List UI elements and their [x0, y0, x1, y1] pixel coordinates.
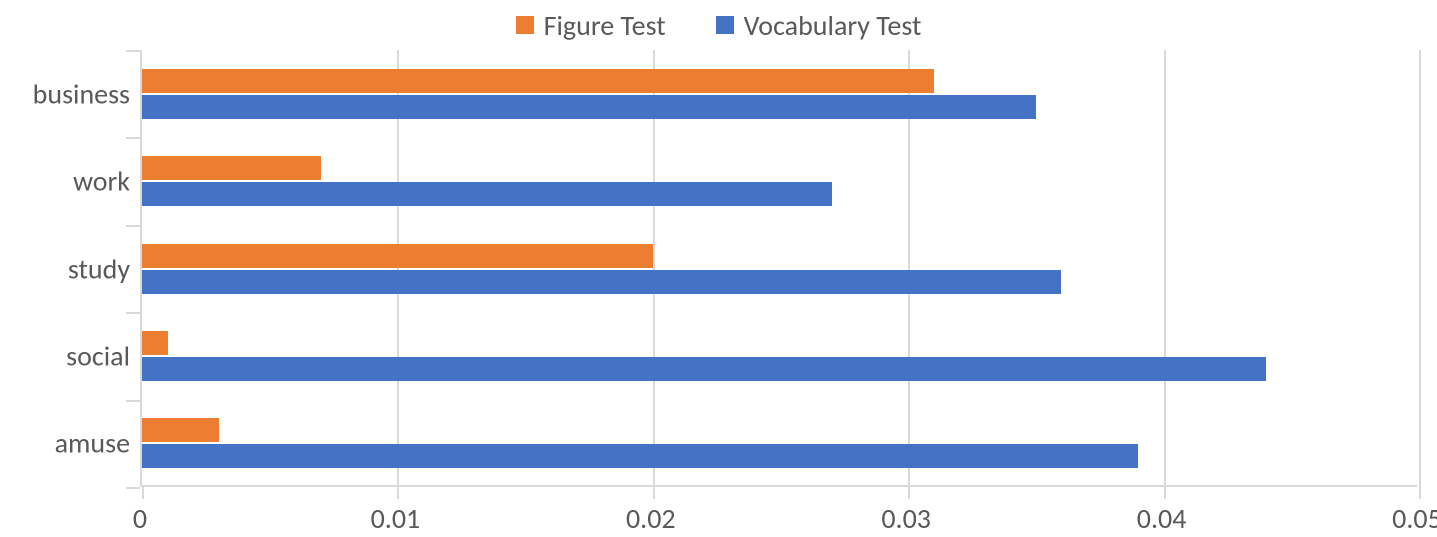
bar-vocabulary-test: [142, 95, 1036, 119]
plot-area: [140, 50, 1417, 487]
bar-vocabulary-test: [142, 444, 1138, 468]
x-axis-label: 0.02: [626, 501, 676, 536]
legend-label: Vocabulary Test: [744, 8, 922, 43]
y-axis-label: social: [0, 338, 130, 373]
legend-item-vocabulary-test: Vocabulary Test: [716, 8, 922, 43]
bar-figure-test: [142, 331, 168, 355]
x-axis-label: 0.03: [881, 501, 931, 536]
y-tick: [126, 312, 140, 314]
x-axis-label: 0.05: [1392, 501, 1437, 536]
x-tick: [1419, 485, 1421, 499]
bar-figure-test: [142, 156, 321, 180]
legend-label: Figure Test: [544, 8, 666, 43]
y-axis-label: amuse: [0, 426, 130, 461]
bar-vocabulary-test: [142, 270, 1061, 294]
x-axis-label: 0: [133, 501, 147, 536]
y-axis-label: study: [0, 251, 130, 286]
x-tick: [1164, 485, 1166, 499]
x-tick: [653, 485, 655, 499]
legend: Figure Test Vocabulary Test: [0, 0, 1437, 50]
legend-item-figure-test: Figure Test: [516, 8, 666, 43]
x-tick: [908, 485, 910, 499]
x-axis-label: 0.01: [371, 501, 421, 536]
bar-vocabulary-test: [142, 357, 1266, 381]
x-tick: [397, 485, 399, 499]
legend-swatch-vocabulary-test: [716, 16, 734, 34]
gridline: [1164, 50, 1166, 485]
bar-vocabulary-test: [142, 182, 832, 206]
bar-figure-test: [142, 244, 653, 268]
y-axis-label: work: [0, 164, 130, 199]
y-tick: [126, 400, 140, 402]
legend-swatch-figure-test: [516, 16, 534, 34]
x-tick: [142, 485, 144, 499]
bar-figure-test: [142, 69, 934, 93]
y-tick: [126, 137, 140, 139]
y-tick: [126, 225, 140, 227]
x-axis-label: 0.04: [1137, 501, 1187, 536]
chart-container: Figure Test Vocabulary Test 0 0.01 0.02 0.0…: [0, 0, 1437, 537]
bar-figure-test: [142, 418, 219, 442]
y-axis-label: business: [0, 76, 130, 111]
y-tick: [126, 487, 140, 489]
gridline: [1419, 50, 1421, 485]
y-tick: [126, 50, 140, 52]
